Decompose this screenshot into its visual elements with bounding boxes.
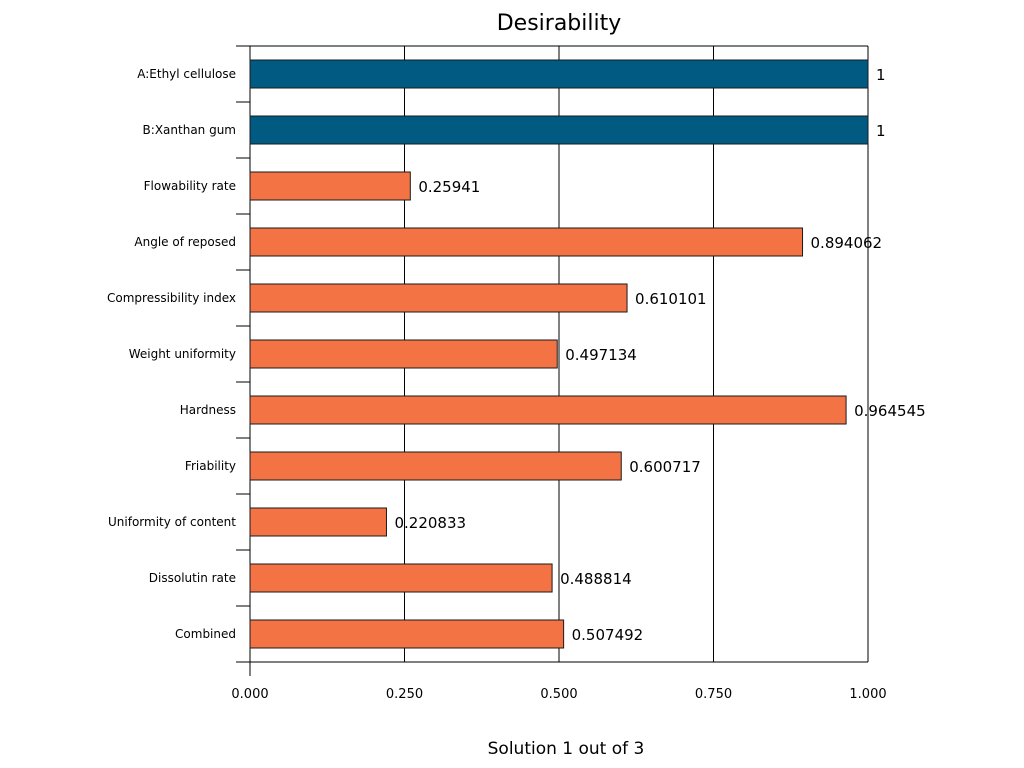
x-tick-label: 0.750 <box>695 687 732 702</box>
value-label: 0.25941 <box>418 178 480 196</box>
bar <box>249 619 565 649</box>
x-axis-label: Solution 1 out of 3 <box>488 739 645 759</box>
value-label: 0.507492 <box>572 626 644 644</box>
value-label: 0.600717 <box>629 458 701 476</box>
bars <box>249 59 869 649</box>
bar <box>249 171 411 201</box>
x-tick-label: 0.250 <box>386 687 423 702</box>
category-label: Uniformity of content <box>108 515 236 529</box>
category-label: Combined <box>175 627 236 641</box>
category-label: Weight uniformity <box>129 347 236 361</box>
category-label: Compressibility index <box>107 291 236 305</box>
value-label: 0.497134 <box>565 346 637 364</box>
value-label: 0.220833 <box>394 514 466 532</box>
value-label: 0.894062 <box>811 234 883 252</box>
x-tick-label: 0.500 <box>540 687 577 702</box>
category-label: B:Xanthan gum <box>143 123 236 137</box>
bar <box>249 227 804 257</box>
bar <box>249 115 869 145</box>
category-labels: A:Ethyl cellulose B:Xanthan gum Flowabilit… <box>107 67 236 641</box>
category-label: Flowability rate <box>144 179 236 193</box>
bar <box>249 507 387 537</box>
axes <box>236 45 868 663</box>
value-label: 0.610101 <box>635 290 707 308</box>
x-tick-labels: 0.000 0.250 0.500 0.750 1.000 <box>231 687 886 702</box>
value-label: 1 <box>876 66 886 84</box>
chart-title: Desirability <box>497 11 622 36</box>
category-label: A:Ethyl cellulose <box>137 67 236 81</box>
value-label: 0.964545 <box>854 402 926 420</box>
category-label: Friability <box>185 459 236 473</box>
category-label: Hardness <box>180 403 236 417</box>
bar <box>249 59 869 89</box>
value-labels: 1 1 0.25941 0.894062 0.610101 0.497134 0.96454… <box>394 66 925 644</box>
x-tick-label: 1.000 <box>849 687 886 702</box>
value-label: 1 <box>876 122 886 140</box>
bar <box>249 283 628 313</box>
bar <box>249 451 622 481</box>
bar <box>249 339 558 369</box>
category-label: Angle of reposed <box>134 235 236 249</box>
value-label: 0.488814 <box>560 570 632 588</box>
bar <box>249 395 847 425</box>
bar <box>249 563 553 593</box>
x-tick-label: 0.000 <box>231 687 268 702</box>
category-label: Dissolutin rate <box>149 571 236 585</box>
